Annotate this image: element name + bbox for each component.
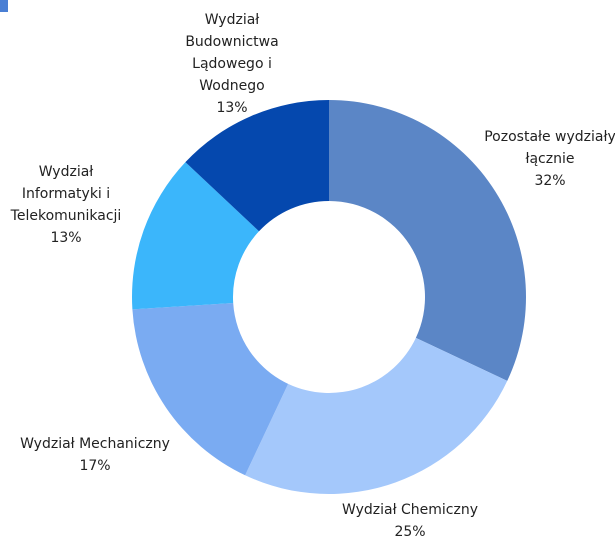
category-name: Wydział Budownictwa Lądowego i Wodnego [185, 12, 279, 94]
donut-slice [132, 162, 260, 310]
slice-label: Wydział Budownictwa Lądowego i Wodnego 13… [175, 9, 290, 119]
corner-mark [0, 0, 8, 12]
donut-slice [185, 100, 329, 232]
slice-label: Wydział Chemiczny 25% [290, 499, 530, 539]
value-label: 13% [216, 100, 248, 116]
category-name: Wydział Informatyki i Telekomunikacji [10, 164, 122, 224]
value-label: 32% [534, 173, 566, 189]
category-name: Wydział Chemiczny [341, 502, 478, 518]
value-label: 25% [394, 524, 426, 539]
value-label: 17% [79, 458, 111, 474]
donut-slice [329, 100, 526, 381]
slice-label: Wydział Mechaniczny 17% [0, 433, 195, 477]
donut-slice [245, 337, 508, 494]
donut-slice [132, 303, 289, 476]
category-name: Pozostałe wydziały łącznie [484, 129, 615, 167]
slice-label: Wydział Informatyki i Telekomunikacji 13% [1, 161, 131, 249]
slice-label: Pozostałe wydziały łącznie 32% [475, 126, 615, 192]
value-label: 13% [50, 230, 82, 246]
category-name: Wydział Mechaniczny [20, 436, 170, 452]
